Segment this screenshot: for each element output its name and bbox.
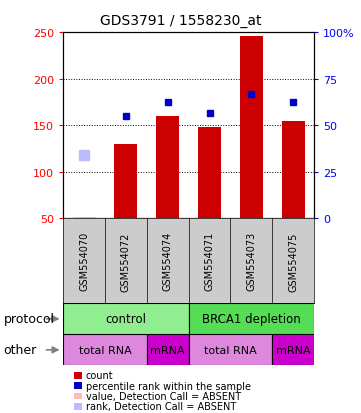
Bar (63, 304, 188, 335)
Bar (114, 145, 138, 219)
Text: GSM554072: GSM554072 (121, 232, 131, 291)
Bar (63, 335, 147, 366)
Text: GSM554073: GSM554073 (246, 232, 256, 291)
Text: percentile rank within the sample: percentile rank within the sample (86, 381, 251, 391)
Bar (156, 116, 179, 219)
Bar (147, 335, 188, 366)
Text: other: other (4, 343, 37, 356)
Text: total RNA: total RNA (204, 345, 257, 355)
Text: GSM554074: GSM554074 (163, 232, 173, 291)
Bar (73, 217, 96, 219)
Text: mRNA: mRNA (276, 345, 310, 355)
Text: GDS3791 / 1558230_at: GDS3791 / 1558230_at (100, 14, 261, 28)
Text: control: control (105, 313, 147, 325)
Bar (240, 37, 263, 219)
Text: count: count (86, 370, 113, 380)
Text: total RNA: total RNA (79, 345, 131, 355)
Bar (272, 335, 314, 366)
Text: mRNA: mRNA (151, 345, 185, 355)
Text: GSM554071: GSM554071 (205, 232, 214, 291)
Text: GSM554075: GSM554075 (288, 232, 298, 291)
Bar (188, 335, 272, 366)
Bar (198, 128, 221, 219)
Text: GSM554070: GSM554070 (79, 232, 89, 291)
Text: rank, Detection Call = ABSENT: rank, Detection Call = ABSENT (86, 401, 236, 411)
Text: protocol: protocol (4, 312, 55, 325)
Text: value, Detection Call = ABSENT: value, Detection Call = ABSENT (86, 391, 241, 401)
Bar (188, 304, 314, 335)
Bar (282, 121, 305, 219)
Text: BRCA1 depletion: BRCA1 depletion (202, 313, 301, 325)
